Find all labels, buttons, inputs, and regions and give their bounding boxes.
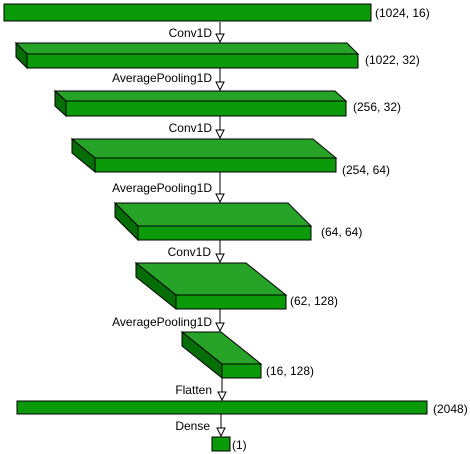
layer-block-1022x32: (1022, 32) — [14, 41, 420, 70]
layer-shape-label: (1022, 32) — [365, 53, 420, 67]
layer-front — [137, 225, 312, 241]
layer-shape-label: (256, 32) — [353, 100, 401, 114]
layer-shape-label: (2048) — [433, 402, 468, 416]
layer-block-64x64: (64, 64) — [113, 201, 362, 242]
operation-label: Conv1D — [168, 245, 212, 259]
layer-front — [211, 436, 231, 452]
layer-block-254x64: (254, 64) — [70, 137, 390, 177]
operation-label: Flatten — [175, 383, 212, 397]
operation-flatten: Flatten — [175, 378, 227, 402]
layer-side — [15, 41, 28, 70]
layer-block-1024x16: (1024, 16) — [3, 3, 430, 22]
operation-averagepooling1d: AveragePooling1D — [112, 172, 225, 204]
layer-shape-label: (254, 64) — [342, 163, 390, 177]
layer-top — [70, 138, 338, 159]
layer-side — [135, 261, 177, 311]
layer-side — [71, 137, 96, 174]
layer-block-256x32: (256, 32) — [53, 89, 401, 118]
layer-front — [175, 294, 287, 310]
layer-shape-label: (16, 128) — [266, 364, 314, 378]
operation-averagepooling1d: AveragePooling1D — [112, 309, 225, 333]
operation-label: Conv1D — [169, 121, 213, 135]
layer-front — [16, 400, 428, 415]
layer-top — [53, 90, 348, 102]
operation-conv1d: Conv1D — [169, 22, 225, 44]
layer-front — [26, 53, 359, 69]
operation-label: AveragePooling1D — [112, 315, 212, 329]
operation-averagepooling1d: AveragePooling1D — [112, 68, 225, 92]
layer-front — [65, 100, 347, 117]
layer-shape-label: (62, 128) — [290, 294, 338, 308]
operation-conv1d: Conv1D — [169, 116, 225, 140]
layer-front — [221, 363, 262, 379]
operation-label: AveragePooling1D — [112, 71, 212, 85]
operation-label: Conv1D — [169, 26, 213, 40]
operation-conv1d: Conv1D — [168, 240, 225, 264]
layer-block-1: (1) — [211, 436, 247, 452]
layer-block-62x128: (62, 128) — [134, 261, 338, 311]
layer-block-16x128: (16, 128) — [180, 330, 314, 380]
layer-front — [3, 3, 372, 22]
layer-block-2048: (2048) — [16, 400, 468, 416]
operation-dense: Dense — [175, 414, 226, 438]
layer-top — [113, 202, 313, 227]
operation-label: AveragePooling1D — [112, 181, 212, 195]
layer-shape-label: (1) — [232, 438, 247, 452]
layer-shape-label: (1024, 16) — [375, 6, 430, 20]
layer-side — [114, 201, 139, 242]
layer-front — [94, 157, 337, 173]
layer-shape-label: (64, 64) — [321, 225, 362, 239]
operation-label: Dense — [175, 419, 210, 433]
layer-top — [14, 42, 360, 55]
layer-side — [54, 89, 67, 118]
